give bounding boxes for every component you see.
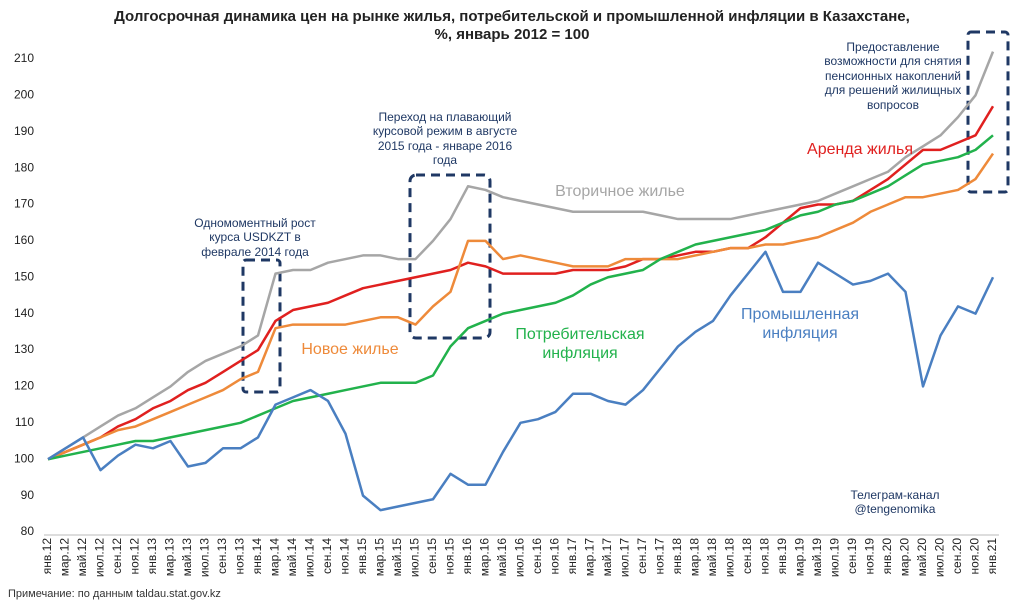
y-tick-label: 180 xyxy=(14,160,34,174)
series-line xyxy=(47,152,995,461)
y-tick-label: 200 xyxy=(14,87,34,101)
x-tick-label: сен.17 xyxy=(635,538,649,574)
y-tick-label: 170 xyxy=(14,197,34,211)
x-tick-label: мар.16 xyxy=(478,538,492,577)
x-tick-label: ноя.20 xyxy=(968,538,982,575)
y-tick-label: 80 xyxy=(21,524,35,538)
x-tick-label: сен.18 xyxy=(740,538,754,574)
x-tick-label: мар.17 xyxy=(583,538,597,577)
x-tick-label: июл.15 xyxy=(408,538,422,577)
x-tick-label: июл.12 xyxy=(93,538,107,577)
annotation: Одномоментный рост курса USDKZT в феврал… xyxy=(194,216,316,259)
y-tick-label: 150 xyxy=(14,269,34,283)
x-tick-label: сен.13 xyxy=(215,538,229,574)
x-tick-label: июл.19 xyxy=(828,538,842,577)
x-tick-label: сен.15 xyxy=(425,538,439,574)
highlight-box xyxy=(408,173,492,340)
x-tick-label: июл.14 xyxy=(303,538,317,577)
x-tick-label: янв.20 xyxy=(880,538,894,575)
y-tick-label: 90 xyxy=(21,488,35,502)
x-tick-label: май.15 xyxy=(390,538,404,577)
series-label: Аренда жилья xyxy=(807,141,913,158)
x-tick-label: июл.17 xyxy=(618,538,632,577)
x-tick-label: мар.14 xyxy=(268,538,282,577)
x-tick-label: янв.14 xyxy=(250,538,264,575)
x-tick-label: мар.20 xyxy=(898,538,912,577)
series-line xyxy=(47,51,995,461)
x-tick-label: июл.16 xyxy=(513,538,527,577)
series-line xyxy=(47,134,994,461)
x-tick-label: мар.12 xyxy=(58,538,72,577)
x-tick-label: янв.19 xyxy=(775,538,789,575)
x-tick-label: сен.14 xyxy=(320,538,334,574)
series-label: Новое жилье xyxy=(301,341,399,358)
x-tick-label: сен.16 xyxy=(530,538,544,574)
x-tick-label: май.12 xyxy=(75,538,89,577)
x-tick-label: янв.21 xyxy=(985,538,999,575)
x-tick-label: сен.12 xyxy=(110,538,124,574)
x-tick-label: май.13 xyxy=(180,538,194,577)
series-label: Вторичное жилье xyxy=(555,183,685,200)
y-tick-label: 190 xyxy=(14,124,34,138)
x-tick-label: май.19 xyxy=(810,538,824,577)
x-tick-label: янв.17 xyxy=(565,538,579,575)
x-tick-label: ноя.14 xyxy=(338,538,352,575)
x-tick-label: май.16 xyxy=(495,538,509,577)
highlight-box xyxy=(966,30,1010,194)
annotation: Предоставление возможности для снятия пе… xyxy=(824,40,962,112)
x-tick-label: ноя.16 xyxy=(548,538,562,575)
x-tick-label: мар.13 xyxy=(163,538,177,577)
y-tick-label: 110 xyxy=(15,415,34,429)
footnote: Примечание: по данным taldau.stat.gov.kz xyxy=(8,588,221,600)
x-tick-label: мар.19 xyxy=(793,538,807,577)
x-tick-label: июл.20 xyxy=(933,538,947,577)
x-tick-label: янв.16 xyxy=(460,538,474,575)
y-tick-label: 160 xyxy=(14,233,34,247)
chart-title: Долгосрочная динамика цен на рынке жилья… xyxy=(114,8,910,43)
x-tick-label: янв.15 xyxy=(355,538,369,575)
x-tick-label: ноя.12 xyxy=(128,538,142,575)
x-tick-label: май.18 xyxy=(705,538,719,577)
x-tick-label: ноя.15 xyxy=(443,538,457,575)
x-tick-label: ноя.13 xyxy=(233,538,247,575)
y-tick-label: 140 xyxy=(14,306,34,320)
y-tick-label: 210 xyxy=(14,51,34,65)
x-tick-label: янв.18 xyxy=(670,538,684,575)
x-tick-label: янв.12 xyxy=(40,538,54,575)
series-label: Потребительская инфляция xyxy=(515,326,645,363)
series-line xyxy=(47,250,995,512)
x-tick-label: ноя.19 xyxy=(863,538,877,575)
x-tick-label: июл.18 xyxy=(723,538,737,577)
x-tick-label: май.20 xyxy=(915,538,929,577)
series-label: Промышленная инфляция xyxy=(740,306,860,343)
x-tick-label: янв.13 xyxy=(145,538,159,575)
y-tick-label: 120 xyxy=(14,379,34,393)
y-tick-label: 100 xyxy=(14,451,34,465)
x-tick-label: ноя.17 xyxy=(653,538,667,575)
y-tick-label: 130 xyxy=(14,342,34,356)
x-tick-label: май.17 xyxy=(600,538,614,577)
x-tick-label: июл.13 xyxy=(198,538,212,577)
x-tick-label: мар.18 xyxy=(688,538,702,577)
x-tick-label: сен.20 xyxy=(950,538,964,574)
x-tick-label: мар.15 xyxy=(373,538,387,577)
annotation: Переход на плавающий курсовой режим в ав… xyxy=(372,110,518,168)
x-tick-label: май.14 xyxy=(285,538,299,577)
source-label: Телеграм-канал @tengenomika xyxy=(850,488,940,517)
x-tick-label: сен.19 xyxy=(845,538,859,574)
x-tick-label: ноя.18 xyxy=(758,538,772,575)
